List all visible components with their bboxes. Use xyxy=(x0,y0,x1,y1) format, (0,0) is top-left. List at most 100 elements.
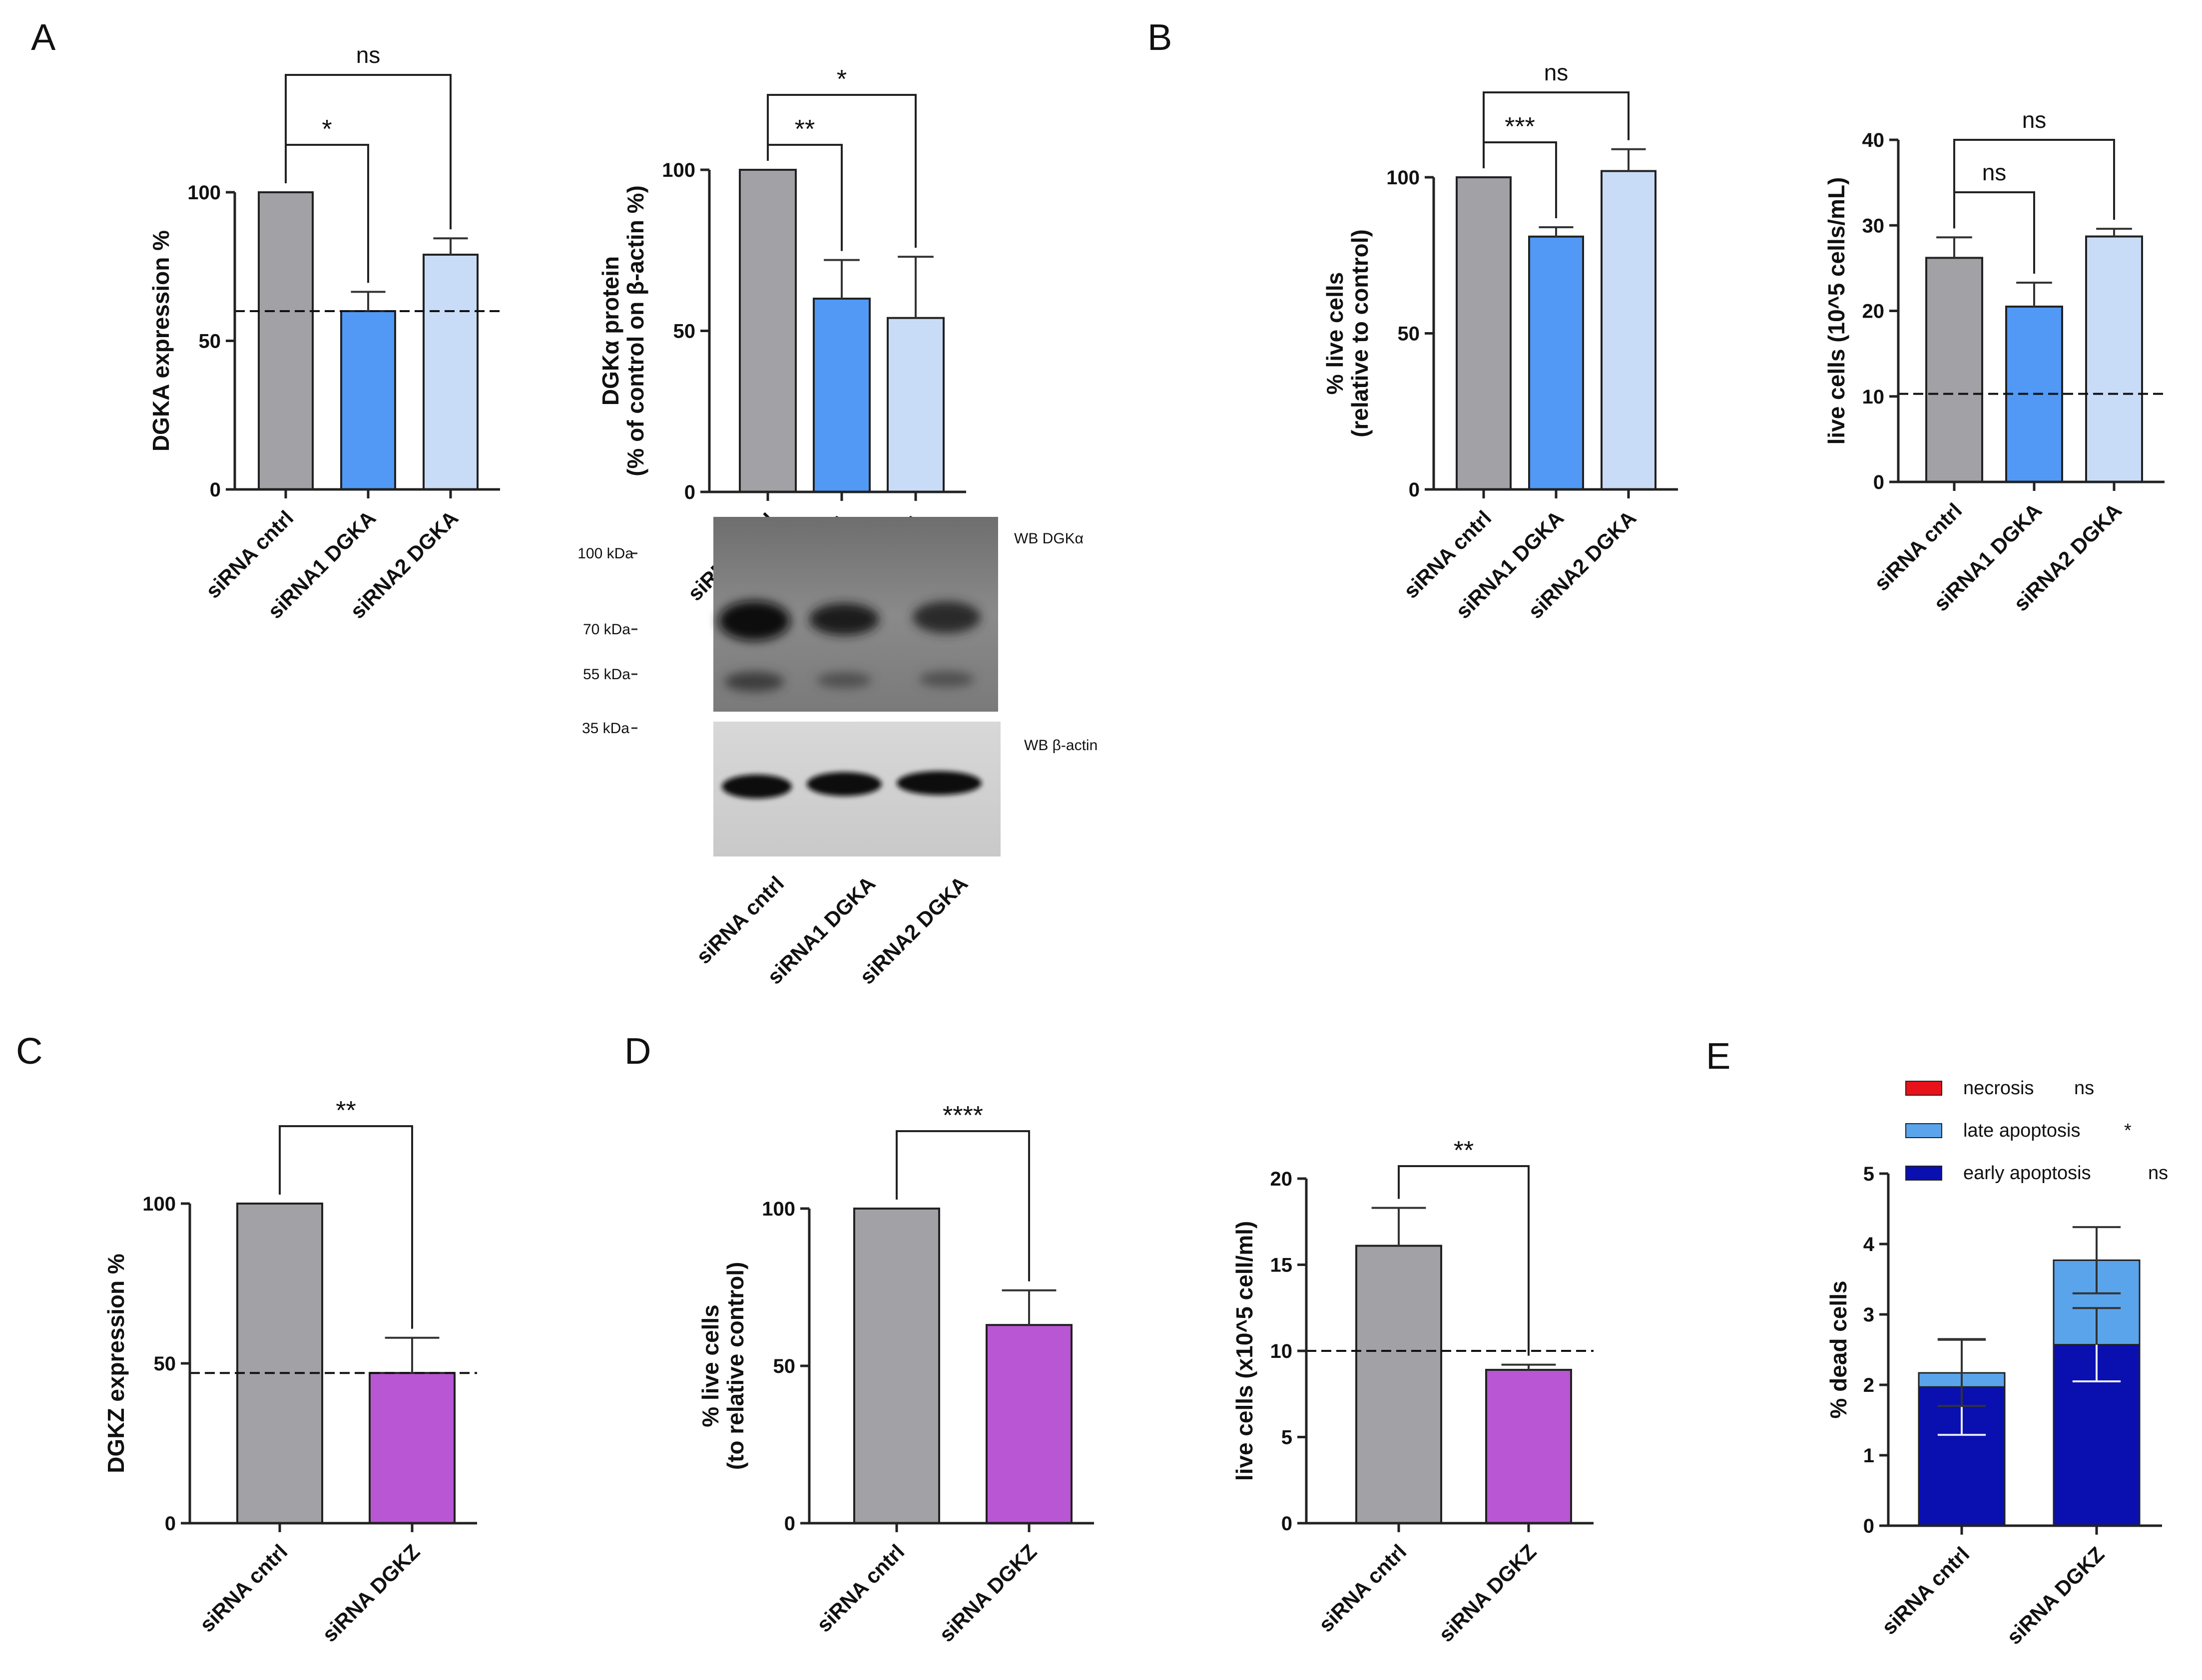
y-axis-title: DGKZ expression % xyxy=(103,1254,129,1473)
x-tick-label: siRNA cntrl xyxy=(1314,1540,1411,1637)
blot-label-actin: WB β-actin xyxy=(1024,737,1098,754)
significance-label: ** xyxy=(795,115,815,144)
y-axis-title: % live cells xyxy=(697,1304,723,1427)
legend-swatch xyxy=(1905,1166,1942,1181)
y-axis-title: DGKα protein xyxy=(597,256,623,406)
x-tick-label: siRNA cntrl xyxy=(812,1540,909,1637)
significance-label: ns xyxy=(356,42,381,68)
blot-band xyxy=(913,601,981,633)
y-tick-label: 30 xyxy=(1862,215,1885,237)
x-tick-label: siRNA DGKZ xyxy=(1434,1540,1541,1647)
legend-label: necrosis xyxy=(1963,1078,2034,1099)
panel-letter-a: A xyxy=(31,16,56,58)
y-tick-label: 0 xyxy=(210,479,221,501)
y-axis-title: % live cells xyxy=(1322,272,1348,395)
significance-bracket xyxy=(1398,1165,1530,1356)
y-axis-subtitle: (to relative control) xyxy=(722,1262,748,1470)
bar xyxy=(739,169,797,493)
panel-letter-c: C xyxy=(16,1030,42,1072)
significance-label: ns xyxy=(1544,59,1569,85)
y-axis-title: live cells (x10^5 cell/ml) xyxy=(1231,1221,1257,1481)
bar xyxy=(853,1208,940,1524)
legend-swatch xyxy=(1905,1123,1942,1138)
blot-marker-70: 70 kDa xyxy=(583,621,630,638)
significance-label: * xyxy=(837,65,847,94)
significance-label: ns xyxy=(2022,107,2047,133)
chart-dgkz-live-cells-relative: 0 50 100 % live cells(to relative control) s… xyxy=(697,1101,1094,1647)
legend-significance: ns xyxy=(2074,1078,2094,1099)
y-tick-label: 2 xyxy=(1863,1374,1874,1396)
blot-band xyxy=(807,772,882,796)
legend-significance: ns xyxy=(2148,1163,2168,1184)
legend-label: early apoptosis xyxy=(1963,1163,2091,1184)
y-tick-label: 50 xyxy=(199,331,221,353)
bar xyxy=(340,310,396,490)
bar xyxy=(423,253,479,490)
bar xyxy=(1925,257,1983,483)
y-tick-label: 5 xyxy=(1281,1427,1292,1449)
y-tick-label: 100 xyxy=(187,182,221,204)
significance-bracket xyxy=(767,94,917,248)
bar xyxy=(1456,176,1512,490)
blot-lane-label: siRNA cntrl xyxy=(692,871,789,968)
y-axis-title: live cells (10^5 cells/mL) xyxy=(1823,177,1849,445)
y-tick-label: 50 xyxy=(773,1355,796,1377)
y-tick-label: 0 xyxy=(1873,471,1884,493)
blot-dgka-bands xyxy=(718,601,981,692)
panel-letter-e: E xyxy=(1706,1035,1730,1077)
x-tick-label: siRNA DGKZ xyxy=(318,1540,425,1647)
blot-band xyxy=(718,601,790,641)
y-tick-label: 50 xyxy=(1398,323,1420,345)
y-tick-label: 50 xyxy=(673,321,696,343)
significance-label: * xyxy=(322,115,332,144)
x-tick-label: siRNA cntrl xyxy=(1877,1542,1974,1639)
bar xyxy=(369,1372,456,1524)
y-axis-title: % dead cells xyxy=(1825,1280,1851,1418)
y-tick-label: 0 xyxy=(784,1513,795,1535)
y-tick-label: 0 xyxy=(1409,479,1420,501)
bar xyxy=(258,191,314,490)
chart-dgkz-expression: 0 50 100 DGKZ expression % siRNA cntrl siRNA … xyxy=(103,1096,477,1647)
bar xyxy=(813,298,871,493)
y-tick-label: 20 xyxy=(1270,1168,1293,1190)
significance-label: ns xyxy=(1982,159,2007,185)
significance-label: ** xyxy=(336,1096,356,1125)
blot-band xyxy=(897,771,982,795)
legend-dead-cells: necrosis ns late apoptosis * early apoptosis… xyxy=(1905,1078,2168,1184)
significance-bracket xyxy=(1483,91,1630,168)
y-tick-label: 20 xyxy=(1862,301,1885,323)
bar xyxy=(1601,170,1656,490)
chart-dgkz-live-cells-count: 0 5 10 15 20 live cells (x10^5 cell/ml) siRNA … xyxy=(1231,1136,1594,1647)
y-tick-label: 100 xyxy=(142,1193,176,1215)
x-tick-label: siRNA DGKZ xyxy=(2002,1542,2109,1649)
y-tick-label: 3 xyxy=(1863,1304,1874,1326)
y-tick-label: 0 xyxy=(165,1513,176,1535)
y-tick-label: 5 xyxy=(1863,1163,1874,1185)
y-axis-title: DGKA expression % xyxy=(148,230,174,451)
significance-label: ** xyxy=(1454,1136,1474,1165)
bar xyxy=(1485,1368,1572,1524)
y-tick-label: 40 xyxy=(1862,129,1885,151)
blot-marker-100: 100 kDa xyxy=(577,545,633,562)
chart-dead-cells-stacked: 0 1 2 3 4 5 % dead cells siRNA cntrl siRNA DGKZ xyxy=(1825,1163,2162,1649)
y-axis-subtitle: (relative to control) xyxy=(1347,229,1373,437)
y-tick-label: 10 xyxy=(1270,1340,1293,1362)
panel-letter-b: B xyxy=(1147,16,1172,58)
blot-band xyxy=(722,775,792,799)
x-tick-label: siRNA cntrl xyxy=(195,1540,292,1637)
y-tick-label: 100 xyxy=(1386,167,1420,189)
bar xyxy=(2085,235,2143,483)
bar xyxy=(236,1203,323,1524)
y-tick-label: 0 xyxy=(1863,1515,1874,1537)
blot-marker-35: 35 kDa xyxy=(582,720,629,737)
western-blot: 100 kDa 70 kDa 55 kDa 35 kDa WB DGKα WB … xyxy=(577,517,1098,989)
bar xyxy=(1528,235,1584,490)
blot-band xyxy=(809,603,879,635)
significance-bracket xyxy=(1953,139,2115,229)
y-tick-label: 10 xyxy=(1862,386,1885,408)
blot-band xyxy=(817,672,872,688)
